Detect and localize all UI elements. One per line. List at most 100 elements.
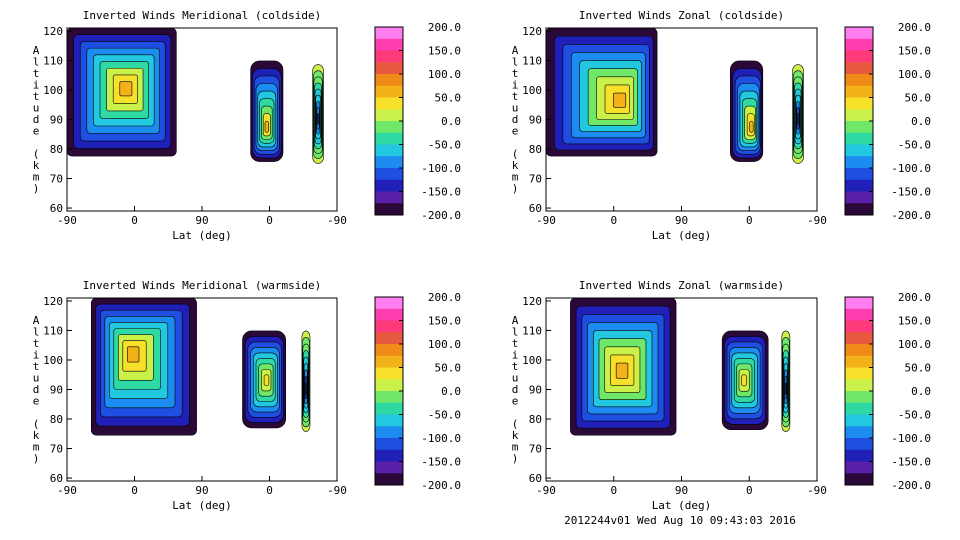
y-tick-label: 80 bbox=[529, 143, 542, 156]
y-axis-label-char: ) bbox=[512, 182, 519, 195]
y-axis-label-char: m bbox=[33, 441, 40, 454]
y-tick-label: 100 bbox=[43, 354, 63, 367]
colorbar-swatch bbox=[375, 367, 403, 380]
colorbar-swatch bbox=[375, 62, 403, 75]
y-axis-label-char: ) bbox=[512, 452, 519, 465]
y-axis-label-char: m bbox=[512, 171, 519, 184]
y-axis-label-char: e bbox=[512, 395, 519, 408]
x-tick-label: 0 bbox=[131, 484, 138, 497]
y-tick-label: 90 bbox=[50, 114, 63, 127]
colorbar-swatch bbox=[845, 97, 873, 110]
colorbar-swatch bbox=[375, 156, 403, 169]
colorbar-swatch bbox=[375, 473, 403, 486]
colorbar-tick-label: 50.0 bbox=[435, 362, 462, 375]
colorbar-swatch bbox=[845, 50, 873, 63]
colorbar-tick-label: 150.0 bbox=[428, 45, 461, 58]
y-axis-label-char: t bbox=[33, 67, 40, 80]
colorbar-swatch bbox=[375, 168, 403, 181]
chart-title: Inverted Winds Meridional (warmside) bbox=[83, 279, 321, 292]
colorbar-tick-label: -200.0 bbox=[421, 209, 461, 222]
y-tick-label: 120 bbox=[43, 25, 63, 38]
y-axis-label-char: k bbox=[33, 429, 40, 442]
y-tick-label: 120 bbox=[522, 25, 542, 38]
x-tick-label: -90 bbox=[57, 214, 77, 227]
contour-band bbox=[613, 92, 627, 108]
y-axis-label-char: d bbox=[512, 113, 519, 126]
y-axis-label-char: e bbox=[33, 395, 40, 408]
y-axis-label-char: ( bbox=[33, 418, 40, 431]
contour-band bbox=[119, 81, 133, 97]
x-axis-label: Lat (deg) bbox=[652, 499, 712, 512]
colorbar-swatch bbox=[845, 109, 873, 122]
colorbar-tick-label: -100.0 bbox=[421, 162, 461, 175]
colorbar-swatch bbox=[375, 297, 403, 310]
colorbar-swatch bbox=[845, 379, 873, 392]
y-axis-label-char: l bbox=[33, 326, 40, 339]
colorbar-tick-label: 100.0 bbox=[898, 68, 931, 81]
colorbar-swatch bbox=[845, 414, 873, 427]
colorbar-swatch bbox=[845, 168, 873, 181]
y-axis-label-char: e bbox=[33, 125, 40, 138]
colorbar-tick-label: -150.0 bbox=[421, 186, 461, 199]
colorbar-tick-label: 50.0 bbox=[435, 92, 462, 105]
colorbar-swatch bbox=[375, 438, 403, 451]
x-tick-label: 0 bbox=[131, 214, 138, 227]
colorbar-swatch bbox=[375, 344, 403, 357]
y-axis-label-char: t bbox=[512, 360, 519, 373]
y-axis-label-char: l bbox=[512, 326, 519, 339]
colorbar-swatch bbox=[845, 74, 873, 87]
colorbar-swatch bbox=[845, 144, 873, 157]
colorbar-swatch bbox=[845, 62, 873, 75]
colorbar-swatch bbox=[375, 179, 403, 192]
y-axis-label-char: k bbox=[512, 429, 519, 442]
y-axis-label-char: t bbox=[33, 337, 40, 350]
y-axis-label-char: d bbox=[33, 113, 40, 126]
x-tick-label: 90 bbox=[675, 214, 688, 227]
y-axis-label-char: t bbox=[512, 67, 519, 80]
colorbar-swatch bbox=[845, 38, 873, 51]
chart-panel-2: Inverted Winds Zonal (coldside) -90 0 90 0 -9… bbox=[512, 9, 931, 242]
contour-band bbox=[615, 362, 629, 379]
colorbar-swatch bbox=[375, 132, 403, 145]
y-tick-label: 60 bbox=[529, 202, 542, 215]
y-axis-label-char: d bbox=[512, 383, 519, 396]
y-tick-label: 80 bbox=[529, 413, 542, 426]
colorbar-swatch bbox=[375, 414, 403, 427]
y-axis-label-char: i bbox=[33, 349, 40, 362]
x-tick-label: 0 bbox=[266, 484, 273, 497]
colorbar-tick-label: 50.0 bbox=[905, 92, 932, 105]
x-axis-label: Lat (deg) bbox=[172, 499, 232, 512]
contour-band bbox=[749, 120, 754, 133]
colorbar-swatch bbox=[845, 391, 873, 404]
y-tick-label: 60 bbox=[50, 472, 63, 485]
colorbar: 200.0 150.0 100.0 50.0 0.0 -50.0 -100.0 -150.0 -… bbox=[844, 291, 931, 492]
colorbar-swatch bbox=[845, 179, 873, 192]
colorbar-swatch bbox=[845, 438, 873, 451]
colorbar-tick-label: -50.0 bbox=[898, 139, 931, 152]
colorbar-tick-label: 200.0 bbox=[428, 21, 461, 34]
y-tick-label: 120 bbox=[522, 295, 542, 308]
colorbar-tick-label: 200.0 bbox=[898, 291, 931, 304]
chart-title: Inverted Winds Zonal (warmside) bbox=[579, 279, 784, 292]
colorbar-swatch bbox=[375, 191, 403, 204]
colorbar-swatch bbox=[375, 355, 403, 368]
colorbar-tick-label: 100.0 bbox=[898, 338, 931, 351]
colorbar-tick-label: -50.0 bbox=[428, 139, 461, 152]
y-axis-label-char: A bbox=[512, 44, 519, 57]
y-axis-label-char: l bbox=[512, 56, 519, 69]
colorbar-tick-label: 150.0 bbox=[898, 45, 931, 58]
colorbar-swatch bbox=[845, 85, 873, 98]
chart-panel-1: Inverted Winds Meridional (coldside) -90 0… bbox=[33, 9, 461, 242]
colorbar-swatch bbox=[845, 191, 873, 204]
x-tick-label: 0 bbox=[610, 484, 617, 497]
colorbar-tick-label: 0.0 bbox=[911, 385, 931, 398]
footer-timestamp: 2012244v01 Wed Aug 10 09:43:03 2016 bbox=[564, 514, 796, 527]
y-axis-label-char: u bbox=[512, 102, 519, 115]
colorbar-swatch bbox=[845, 132, 873, 145]
colorbar-tick-label: -200.0 bbox=[891, 209, 931, 222]
colorbar-tick-label: 0.0 bbox=[441, 115, 461, 128]
colorbar-swatch bbox=[845, 297, 873, 310]
x-tick-label: -90 bbox=[536, 484, 556, 497]
y-axis-label-char: ( bbox=[33, 148, 40, 161]
